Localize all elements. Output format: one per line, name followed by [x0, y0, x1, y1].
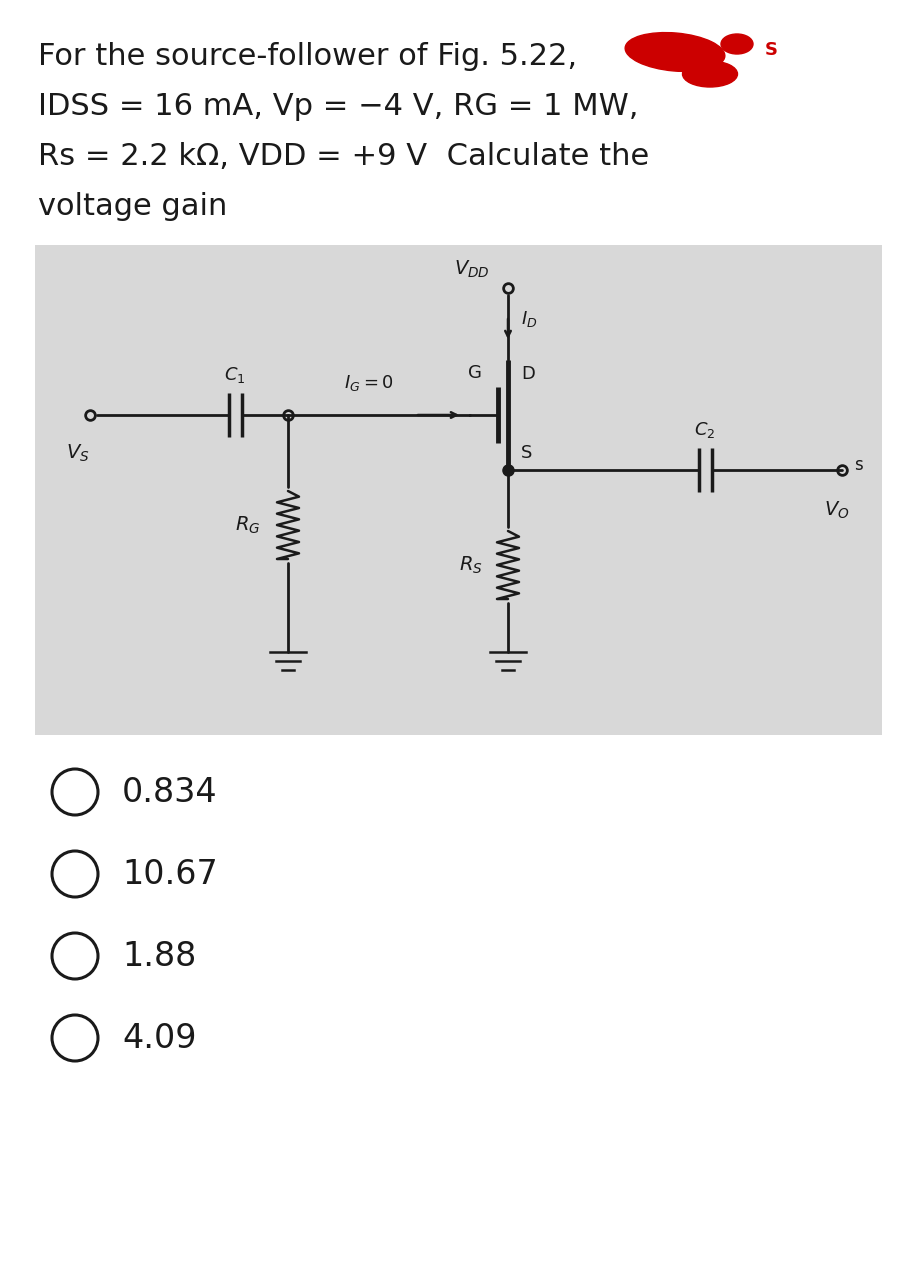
Text: $R_G$: $R_G$	[234, 515, 260, 535]
Text: $C_2$: $C_2$	[694, 420, 715, 440]
Text: S: S	[521, 444, 532, 462]
Ellipse shape	[625, 32, 725, 72]
Text: $R_S$: $R_S$	[459, 554, 483, 576]
Text: $I_G = 0$: $I_G = 0$	[344, 372, 394, 393]
Text: $I_D$: $I_D$	[521, 308, 538, 329]
Ellipse shape	[682, 61, 737, 87]
Text: 4.09: 4.09	[122, 1021, 197, 1055]
Text: $V_O$: $V_O$	[824, 500, 850, 521]
Text: S: S	[765, 41, 778, 59]
Text: D: D	[521, 365, 535, 383]
Text: $V_{DD}$: $V_{DD}$	[454, 259, 490, 280]
Text: Rs = 2.2 kΩ, VDD = +9 V  Calculate the: Rs = 2.2 kΩ, VDD = +9 V Calculate the	[38, 142, 649, 172]
Text: $C_1$: $C_1$	[224, 365, 245, 385]
Text: 0.834: 0.834	[122, 776, 218, 809]
Text: $V_S$: $V_S$	[66, 443, 90, 465]
Bar	[35, 244, 882, 735]
Text: For the source-follower of Fig. 5.22,: For the source-follower of Fig. 5.22,	[38, 42, 577, 70]
Text: G: G	[468, 364, 482, 381]
Text: 10.67: 10.67	[122, 858, 218, 891]
Text: 1.88: 1.88	[122, 940, 196, 973]
Text: voltage gain: voltage gain	[38, 192, 227, 221]
Ellipse shape	[721, 35, 753, 54]
Text: IDSS = 16 mA, Vp = −4 V, RG = 1 MW,: IDSS = 16 mA, Vp = −4 V, RG = 1 MW,	[38, 92, 638, 122]
Text: s: s	[854, 456, 863, 474]
